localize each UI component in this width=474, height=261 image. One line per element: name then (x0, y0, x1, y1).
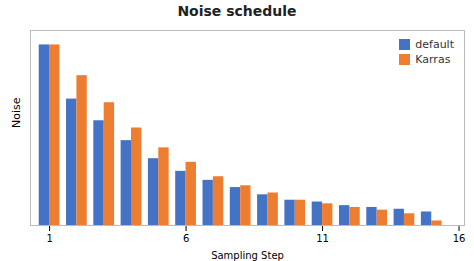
svg-text:6: 6 (183, 233, 189, 244)
svg-text:Sampling Step: Sampling Step (211, 250, 284, 261)
html-text:default: default (415, 38, 454, 51)
svg-text:11: 11 (316, 233, 329, 244)
html-text:Karras: Karras (415, 53, 451, 66)
html-text:Noise schedule: Noise schedule (177, 3, 297, 19)
svg-text:1: 1 (46, 233, 52, 244)
svg-text:16: 16 (453, 233, 466, 244)
svg-text:Noise: Noise (10, 97, 23, 128)
